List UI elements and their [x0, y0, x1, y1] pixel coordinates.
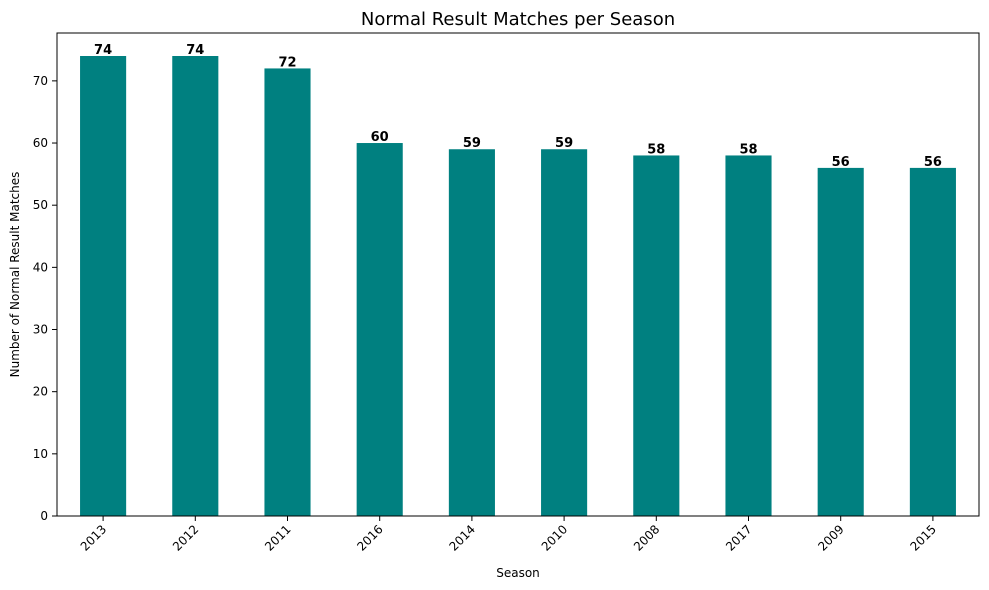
x-tick-label: 2015 — [908, 522, 939, 553]
data-labels: 74 74 72 60 59 59 58 58 56 56 — [94, 43, 942, 170]
x-tick-label: 2009 — [815, 522, 846, 553]
y-tick-label: 60 — [33, 136, 48, 150]
bar — [264, 68, 311, 516]
bar-value-label: 59 — [463, 136, 481, 151]
y-axis-label: Number of Normal Result Matches — [8, 172, 22, 378]
bar-value-label: 59 — [555, 136, 573, 151]
bar-value-label: 74 — [186, 43, 204, 58]
x-axis: 2013 2012 2011 2016 2014 2010 2008 2017 2009 2015 — [78, 516, 939, 554]
y-tick-label: 20 — [33, 385, 48, 399]
bar — [541, 149, 588, 517]
bar-value-label: 58 — [739, 142, 757, 157]
bar — [909, 167, 956, 516]
x-tick-label: 2010 — [539, 522, 570, 553]
bar — [172, 56, 219, 516]
plot-frame — [56, 32, 980, 517]
bar-value-label: 56 — [832, 155, 850, 170]
x-tick-label: 2014 — [447, 522, 478, 553]
y-tick-label: 10 — [33, 447, 48, 461]
y-axis: 0 10 20 30 40 50 60 70 — [33, 74, 57, 523]
bar — [448, 149, 495, 517]
bar — [817, 167, 864, 516]
bar-value-label: 74 — [94, 43, 112, 58]
bar — [725, 155, 772, 516]
x-tick-label: 2017 — [723, 522, 754, 553]
bar-value-label: 58 — [647, 142, 665, 157]
bar-value-label: 72 — [278, 55, 296, 70]
bar — [356, 143, 403, 516]
chart-title: Normal Result Matches per Season — [361, 9, 675, 30]
x-tick-label: 2016 — [354, 522, 385, 553]
y-tick-label: 0 — [40, 509, 48, 523]
bar-series — [80, 56, 956, 517]
x-tick-label: 2013 — [78, 522, 109, 553]
bar — [633, 155, 680, 516]
plot-area — [56, 32, 980, 517]
y-tick-label: 50 — [33, 198, 48, 212]
bar — [80, 56, 127, 516]
bar-value-label: 56 — [924, 155, 942, 170]
x-tick-label: 2008 — [631, 522, 662, 553]
x-tick-label: 2011 — [262, 522, 293, 553]
y-tick-label: 70 — [33, 74, 48, 88]
x-tick-label: 2012 — [170, 522, 201, 553]
bar-value-label: 60 — [371, 130, 389, 145]
x-axis-label: Season — [496, 566, 540, 580]
y-tick-label: 40 — [33, 260, 48, 274]
y-tick-label: 30 — [33, 323, 48, 337]
